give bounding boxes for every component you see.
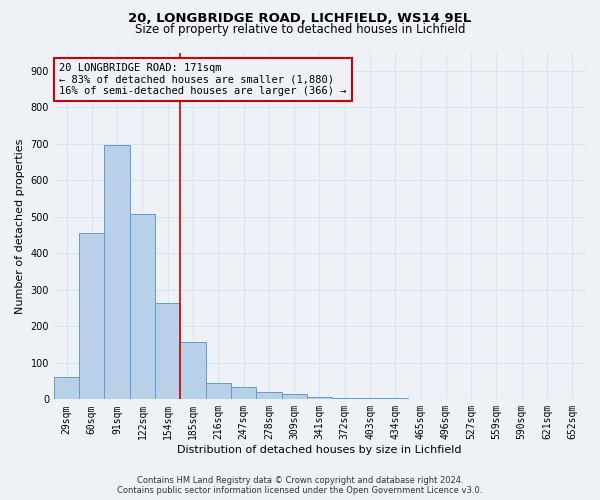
Y-axis label: Number of detached properties: Number of detached properties [15,138,25,314]
Text: Contains HM Land Registry data © Crown copyright and database right 2024.
Contai: Contains HM Land Registry data © Crown c… [118,476,482,495]
Bar [281,394,307,400]
Bar [181,342,206,400]
Bar [206,382,231,400]
Bar [383,398,408,400]
Bar [332,398,358,400]
Bar [358,398,383,400]
Bar [155,302,181,400]
Text: 20 LONGBRIDGE ROAD: 171sqm
← 83% of detached houses are smaller (1,880)
16% of s: 20 LONGBRIDGE ROAD: 171sqm ← 83% of deta… [59,63,347,96]
Bar [231,388,256,400]
Text: Size of property relative to detached houses in Lichfield: Size of property relative to detached ho… [135,22,465,36]
Bar [130,214,155,400]
Bar [54,376,79,400]
X-axis label: Distribution of detached houses by size in Lichfield: Distribution of detached houses by size … [177,445,462,455]
Bar [307,397,332,400]
Text: 20, LONGBRIDGE ROAD, LICHFIELD, WS14 9EL: 20, LONGBRIDGE ROAD, LICHFIELD, WS14 9EL [128,12,472,26]
Bar [79,233,104,400]
Bar [256,392,281,400]
Bar [104,145,130,400]
